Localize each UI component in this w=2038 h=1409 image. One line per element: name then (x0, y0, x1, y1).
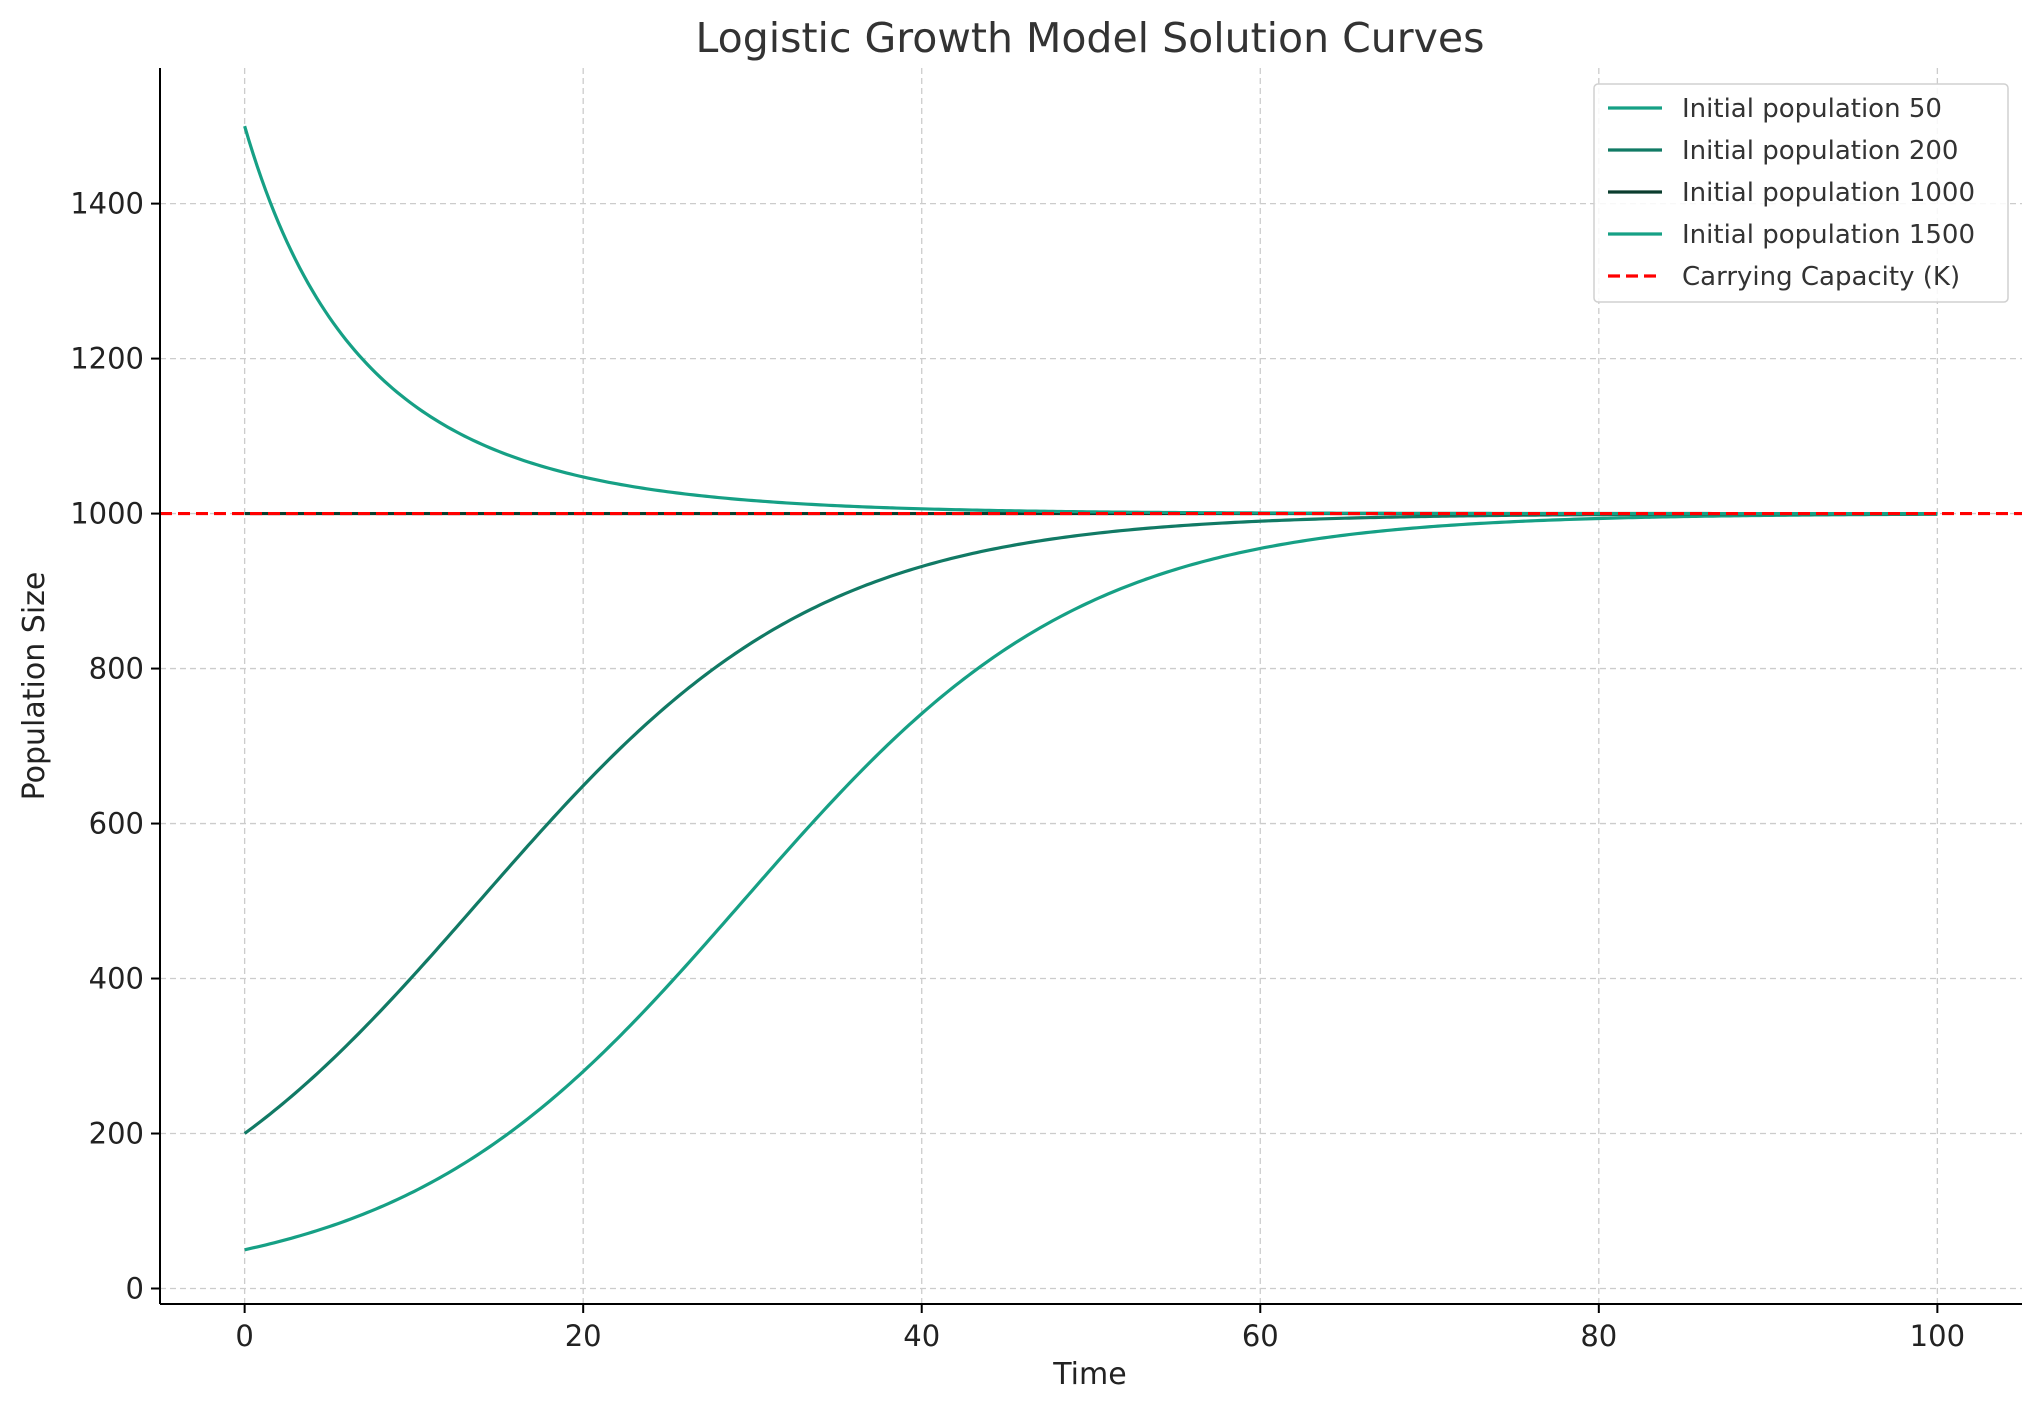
chart-title: Logistic Growth Model Solution Curves (696, 14, 1485, 62)
x-tick-label: 80 (1580, 1319, 1617, 1353)
y-tick-label: 1400 (70, 187, 144, 221)
x-tick-label: 100 (1910, 1319, 1965, 1353)
legend: Initial population 50 Initial population … (1593, 83, 2009, 303)
series-line-initial-population-50 (244, 512, 1938, 1252)
y-tick-label: 600 (89, 807, 144, 841)
y-tick-label: 800 (89, 652, 144, 686)
y-tick-label: 400 (89, 962, 144, 996)
legend-label: Initial population 200 (1682, 136, 1958, 166)
x-tick-label: 0 (235, 1319, 253, 1353)
x-tick-label: 20 (565, 1319, 602, 1353)
y-tick-label: 1200 (70, 342, 144, 376)
x-tick-label: 60 (1242, 1319, 1279, 1353)
y-axis-label: Population Size (17, 572, 52, 801)
legend-frame (1593, 83, 2009, 303)
legend-label: Carrying Capacity (K) (1682, 262, 1960, 292)
x-axis-label: Time (1052, 1357, 1126, 1392)
y-tick-label: 0 (126, 1272, 144, 1306)
y-tick-label: 200 (89, 1117, 144, 1151)
series-lines (160, 125, 2022, 1252)
axes (159, 68, 2022, 1305)
legend-label: Initial population 1500 (1682, 220, 1975, 250)
legend-label: Initial population 1000 (1682, 178, 1975, 208)
y-tick-label: 1000 (70, 497, 144, 531)
x-tick-label: 40 (903, 1319, 940, 1353)
legend-label: Initial population 50 (1682, 94, 1942, 124)
